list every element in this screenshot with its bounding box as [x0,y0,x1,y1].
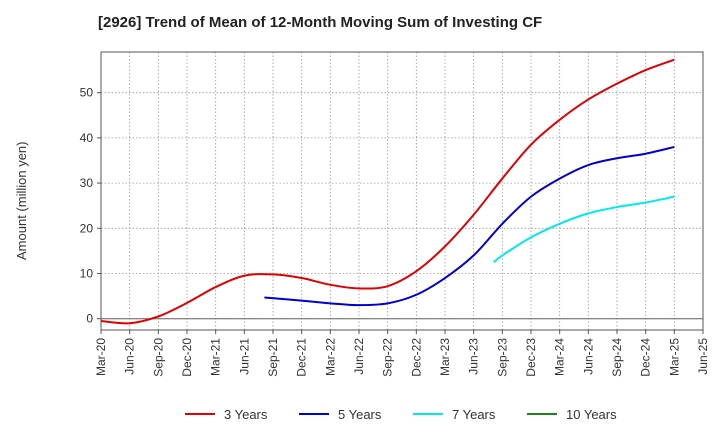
y-tick-label: 20 [80,221,94,235]
x-tick-label: Dec-24 [639,338,653,377]
x-tick-label: Dec-21 [295,338,309,377]
axes: 0 10 20 30 40 50 Mar-20 Jun-20 Sep-20 Dec-20 Mar-2… [80,51,710,377]
y-tick-label: 30 [80,176,94,190]
x-tick-label: Jun-21 [237,338,251,375]
legend-label-7-years: 7 Years [452,407,496,422]
x-tick-label: Mar-25 [667,338,681,376]
x-tick-label: Jun-23 [467,338,481,375]
series-lines [100,58,675,325]
plot-frame [100,51,704,331]
legend-label-5-years: 5 Years [338,407,382,422]
y-tick-label: 40 [80,131,94,145]
x-tick-label: Sep-23 [495,338,509,377]
x-tick-label: Dec-23 [524,338,538,377]
x-tick-label: Jun-24 [581,338,595,375]
legend-label-10-years: 10 Years [566,407,617,422]
x-tick-label: Sep-21 [266,338,280,377]
x-tick-label: Dec-20 [180,338,194,377]
x-tick-label: Mar-23 [438,338,452,376]
x-tick-label: Jun-25 [696,338,710,375]
grid-lines [100,52,704,330]
x-tick-label: Sep-24 [610,338,624,377]
chart-title: [2926] Trend of Mean of 12-Month Moving … [98,14,543,31]
x-tick-label: Jun-20 [123,338,137,375]
x-tick-label: Sep-22 [381,338,395,377]
series-line-3-years [100,58,675,325]
x-tick-label: Jun-22 [352,338,366,375]
x-tick-label: Mar-24 [553,338,567,376]
y-tick-label: 0 [86,312,93,326]
x-tick-label: Dec-22 [409,338,423,377]
legend-label-3-years: 3 Years [224,407,268,422]
series-line-7-years [493,195,675,263]
x-tick-label: Mar-21 [209,338,223,376]
y-tick-label: 50 [80,86,94,100]
x-tick-label: Sep-20 [151,338,165,377]
x-tick-label: Mar-22 [323,338,337,376]
x-tick-label: Mar-20 [94,338,108,376]
legend: 3 Years 5 Years 7 Years 10 Years [185,407,617,422]
y-tick-label: 10 [80,266,94,280]
series-line-5-years [264,145,675,307]
